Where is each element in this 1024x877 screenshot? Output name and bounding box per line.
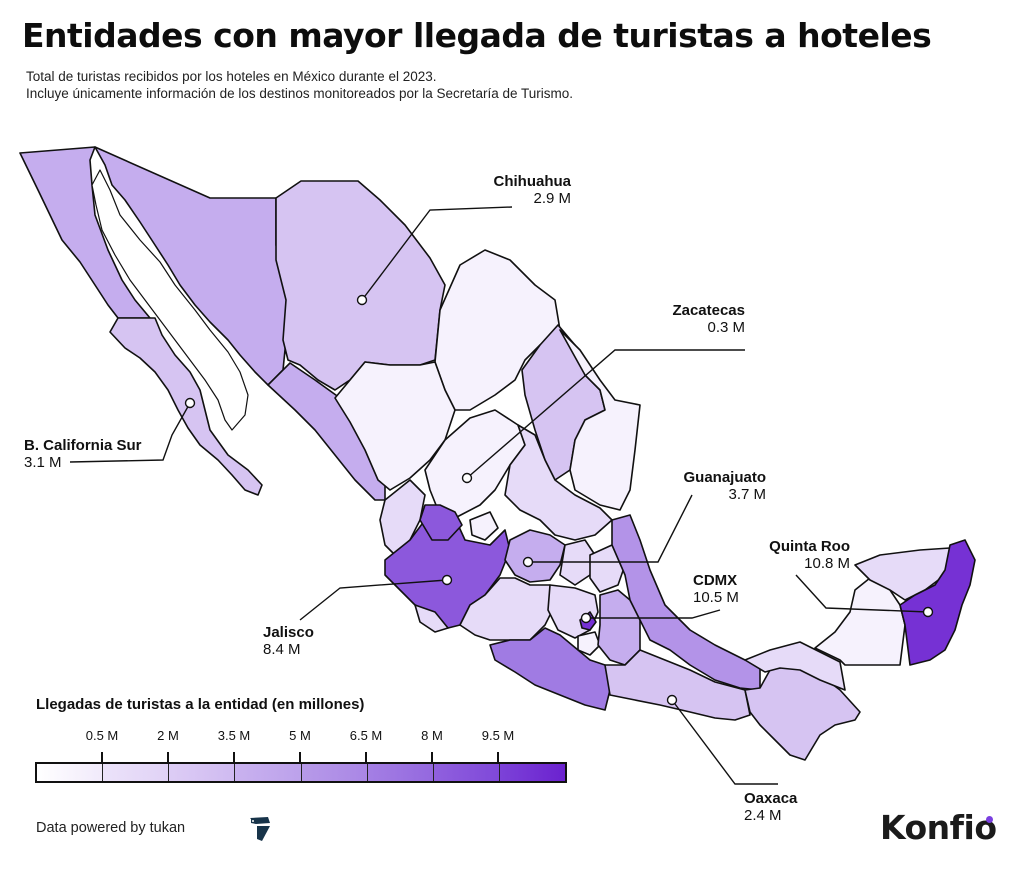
legend-bin <box>37 764 104 781</box>
legend-tick: 2 M <box>157 728 179 743</box>
callout-value: 10.5 M <box>693 589 739 606</box>
marker-guanajuato[interactable] <box>522 556 534 568</box>
legend-bin <box>103 764 170 781</box>
state-aguascalientes[interactable] <box>469 511 499 541</box>
subtitle-line-2: Incluye únicamente información de los de… <box>26 86 574 101</box>
marker-oaxaca[interactable] <box>666 694 678 706</box>
legend-tick: 6.5 M <box>349 728 383 743</box>
callout-jalisco: Jalisco 8.4 M <box>263 624 314 658</box>
marker-quinta-roo[interactable] <box>922 606 934 618</box>
marker-bcs[interactable] <box>184 397 196 409</box>
legend-tick: 0.5 M <box>85 728 119 743</box>
legend-title: Llegadas de turistas a la entidad (en mi… <box>36 696 365 713</box>
state-guanajuato[interactable] <box>504 529 566 583</box>
leader-oaxaca <box>671 699 778 785</box>
leader-jalisco <box>299 579 448 621</box>
gulf-of-california <box>91 169 249 431</box>
callout-value: 3.1 M <box>24 454 62 471</box>
state-colima[interactable] <box>414 604 449 633</box>
legend-color-bar <box>35 762 567 783</box>
leader-zacatecas <box>466 349 745 479</box>
legend-tickmark <box>365 752 367 764</box>
legend-bin <box>169 764 236 781</box>
legend-tickmarks <box>36 752 566 764</box>
data-credit: Data powered by tukan <box>36 820 186 836</box>
state-san-luis-potosi[interactable] <box>504 424 613 541</box>
callout-name: Jalisco <box>263 624 314 641</box>
leader-bcs <box>69 402 191 463</box>
legend-bin <box>499 764 565 781</box>
leader-chihuahua <box>361 206 513 301</box>
callout-chihuahua: Chihuahua 2.9 M <box>440 173 572 207</box>
state-durango[interactable] <box>334 361 456 491</box>
marker-jalisco[interactable] <box>441 574 453 586</box>
legend-bin <box>301 764 368 781</box>
state-baja-california-sur[interactable] <box>109 317 263 496</box>
legend-bin <box>235 764 302 781</box>
state-jalisco-north[interactable] <box>419 504 463 541</box>
legend-tickmark <box>431 752 433 764</box>
callout-oaxaca: Oaxaca 2.4 M <box>744 790 797 824</box>
callout-name: B. California Sur <box>24 437 142 454</box>
callout-value: 2.9 M <box>533 190 571 207</box>
legend-tick: 3.5 M <box>217 728 251 743</box>
state-quintana-roo[interactable] <box>899 539 976 666</box>
konfio-logo-dot <box>986 816 993 823</box>
callout-zacatecas: Zacatecas 0.3 M <box>620 302 745 336</box>
tukan-logo-icon <box>250 817 270 841</box>
legend-tickmark <box>233 752 235 764</box>
legend-bin <box>433 764 500 781</box>
subtitle: Total de turistas recibidos por los hote… <box>26 68 573 102</box>
callout-name: Oaxaca <box>744 790 798 807</box>
callout-value: 3.7 M <box>728 486 766 503</box>
callout-name: Guanajuato <box>683 469 766 486</box>
state-tamaulipas[interactable] <box>559 329 641 511</box>
state-zacatecas[interactable] <box>424 409 526 519</box>
callout-value: 2.4 M <box>744 807 782 824</box>
marker-chihuahua[interactable] <box>356 294 368 306</box>
legend-tick: 8 M <box>421 728 443 743</box>
state-yucatan[interactable] <box>854 547 951 601</box>
page-title: Entidades con mayor llegada de turistas … <box>22 16 932 55</box>
callout-name: Zacatecas <box>672 302 745 319</box>
legend-tick: 5 M <box>289 728 311 743</box>
legend-tickmark <box>299 752 301 764</box>
legend-tick-labels: 0.5 M 2 M 3.5 M 5 M 6.5 M 8 M 9.5 M <box>36 728 566 748</box>
state-oaxaca[interactable] <box>604 649 751 721</box>
state-tabasco[interactable] <box>744 641 846 691</box>
callout-value: 8.4 M <box>263 641 301 658</box>
callout-quinta-roo: Quinta Roo 10.8 M <box>740 538 850 572</box>
legend-tick: 9.5 M <box>481 728 515 743</box>
callout-cdmx: CDMX 10.5 M <box>693 572 739 606</box>
state-campeche[interactable] <box>814 577 906 666</box>
callout-value: 10.8 M <box>804 555 850 572</box>
legend-tickmark <box>497 752 499 764</box>
legend-bin <box>367 764 434 781</box>
callout-name: Quinta Roo <box>769 538 850 555</box>
callout-name: Chihuahua <box>493 173 572 190</box>
subtitle-line-1: Total de turistas recibidos por los hote… <box>26 69 437 84</box>
legend-tickmark <box>101 752 103 764</box>
state-chihuahua[interactable] <box>275 180 446 391</box>
leader-quinta-roo <box>795 574 929 613</box>
callout-value: 0.3 M <box>707 319 745 336</box>
state-morelos[interactable] <box>577 631 601 656</box>
legend-tickmark <box>167 752 169 764</box>
konfio-logo: Konfio <box>880 808 997 847</box>
marker-cdmx[interactable] <box>580 612 592 624</box>
marker-zacatecas[interactable] <box>461 472 473 484</box>
callout-bcs: B. California Sur 3.1 M <box>24 437 142 471</box>
callout-guanajuato: Guanajuato 3.7 M <box>640 469 766 503</box>
leader-guanajuato <box>528 494 693 563</box>
callout-name: CDMX <box>693 572 738 589</box>
leader-cdmx <box>586 609 721 619</box>
